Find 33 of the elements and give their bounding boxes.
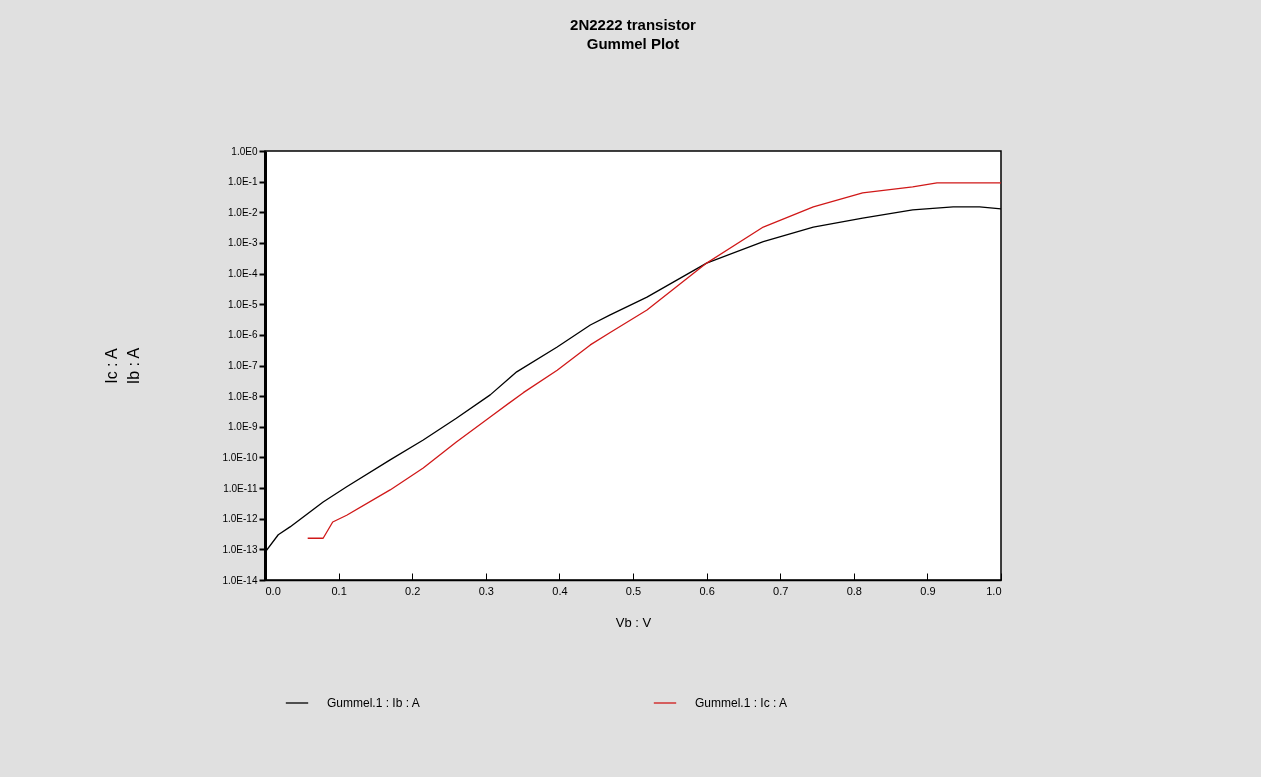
y-tick-label: 1.0E-11	[223, 482, 258, 494]
y-axis-title: Ic : A Ib : A	[103, 347, 143, 385]
x-tick-label: 0.2	[405, 584, 421, 597]
y-tick-label: 1.0E-4	[228, 268, 258, 280]
x-tick-label: 0.9	[920, 584, 936, 597]
y-tick-label: 1.0E-7	[228, 360, 258, 371]
chart-title: 2N2222 transistor	[570, 16, 697, 33]
chart-subtitle: Gummel Plot	[586, 35, 680, 52]
x-tick-label: 0.8	[846, 584, 862, 597]
legend-label: Gummel.1 : Ic : A	[695, 696, 788, 710]
y-tick-label: 1.0E-12	[222, 513, 258, 525]
x-tick-label: 0.4	[552, 584, 568, 597]
y-tick-label: 1.0E-13	[222, 543, 258, 555]
x-tick-label: 0.7	[773, 584, 789, 597]
y-tick-label: 1.0E-3	[228, 237, 258, 249]
y-tick-label: 1.0E-8	[228, 390, 258, 402]
x-tick-label: 0.1	[331, 584, 347, 597]
y-tick-label: 1.0E-6	[228, 329, 258, 341]
y-tick-label: 1.0E-5	[228, 298, 258, 310]
x-tick-label: 0.3	[478, 584, 494, 597]
y-tick-label: 1.0E0	[231, 145, 258, 157]
line-series	[307, 182, 1001, 539]
x-tick-label: 1.0	[986, 584, 1002, 597]
x-tick-label: 0.5	[625, 584, 642, 597]
y-tick-label: 1.0E-2	[228, 206, 258, 218]
y-tick-label: 1.0E-14	[222, 574, 258, 586]
y-tick-label: 1.0E-9	[228, 421, 258, 433]
x-tick-label: 0.6	[699, 584, 715, 597]
x-tick-label: 0.0	[265, 584, 281, 597]
y-tick-label: 1.0E-10	[222, 451, 258, 463]
x-axis-title: Vb : V	[615, 614, 652, 630]
legend-label: Gummel.1 : Ib : A	[327, 696, 420, 710]
y-tick-label: 1.0E-1	[228, 176, 258, 188]
